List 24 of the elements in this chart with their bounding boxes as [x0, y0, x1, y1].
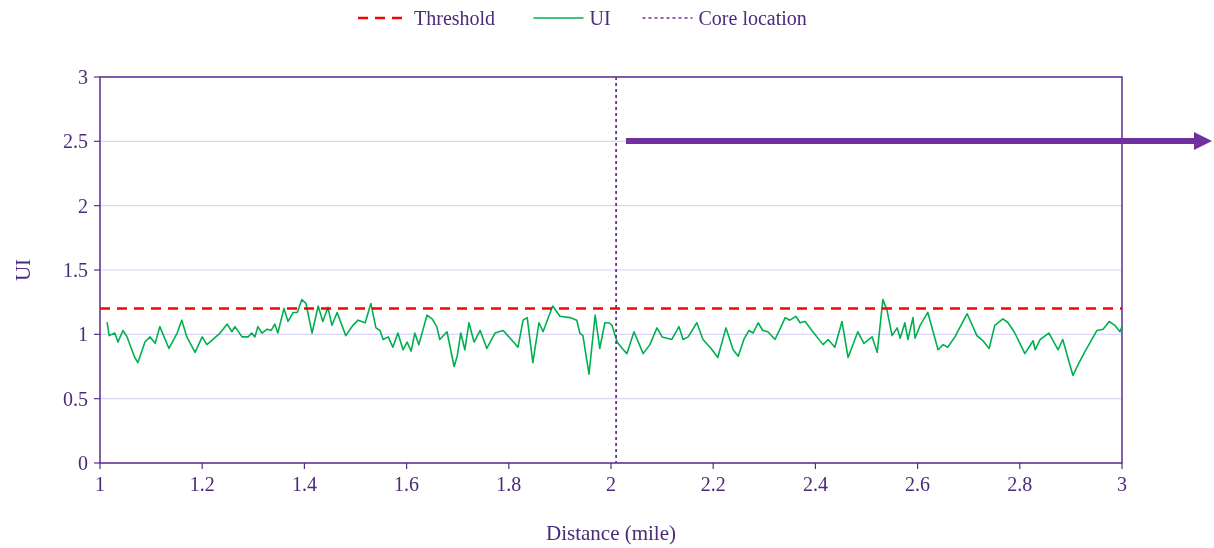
- x-tick-label: 1.6: [394, 473, 420, 495]
- x-tick-label: 2.2: [700, 473, 726, 495]
- y-tick-label: 0.5: [63, 387, 88, 410]
- y-tick-label: 2.5: [63, 130, 88, 153]
- x-axis-title: Distance (mile): [545, 521, 677, 545]
- x-tick-label: 2: [606, 473, 616, 495]
- legend-label: UI: [589, 7, 611, 29]
- x-tick-label: 3: [1117, 473, 1127, 495]
- x-tick-label: 2.4: [802, 473, 828, 495]
- x-tick-label: 1: [95, 473, 105, 495]
- x-tick-label: 1.2: [189, 473, 215, 495]
- y-tick-label: 3: [78, 66, 88, 88]
- y-tick-label: 0: [78, 452, 88, 474]
- legend-label: Threshold: [414, 7, 496, 29]
- y-tick-label: 1: [78, 323, 88, 346]
- y-axis-title: UI: [11, 258, 35, 282]
- y-tick-label: 2: [78, 194, 88, 217]
- x-tick-label: 2.8: [1007, 473, 1033, 495]
- x-tick-label: 1.8: [496, 473, 522, 495]
- legend-label: Core location: [698, 7, 807, 29]
- y-tick-label: 1.5: [63, 259, 88, 281]
- line-series: [106, 298, 1123, 377]
- x-tick-label: 2.6: [905, 473, 931, 495]
- x-tick-label: 1.4: [291, 473, 317, 495]
